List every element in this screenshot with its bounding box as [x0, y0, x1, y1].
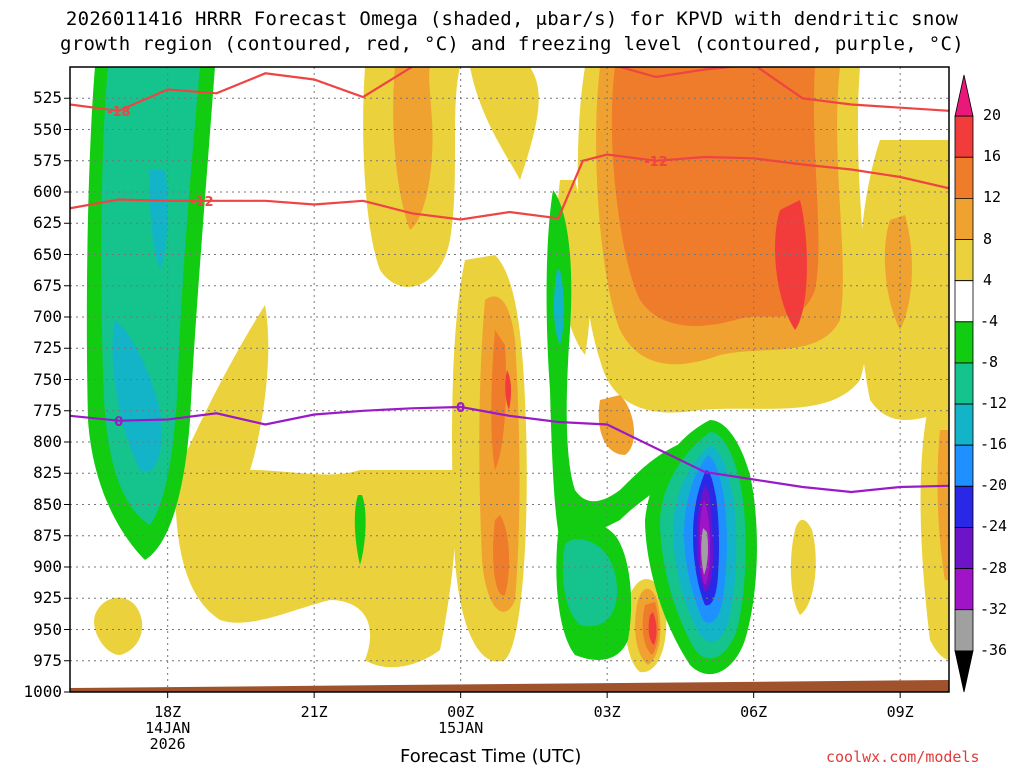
y-tick-label: 725 — [33, 338, 62, 358]
ascent-column-02z — [546, 190, 699, 660]
y-tick-label: 550 — [33, 119, 62, 139]
omega-shading — [86, 67, 949, 675]
y-tick-label: 925 — [33, 588, 62, 608]
colorbar-label: -36 — [980, 640, 1008, 659]
colorbar-label: 20 — [983, 106, 1002, 125]
y-tick-label: 750 — [33, 369, 62, 389]
y-tick-label: 825 — [33, 463, 62, 483]
x-tick-label: 00Z — [447, 703, 475, 721]
descent-region-east — [790, 140, 949, 660]
colorbar-bin — [954, 115, 974, 158]
freezing-level-contour — [70, 405, 949, 494]
ascent-cell-22z — [354, 495, 366, 565]
colorbar-label: 4 — [983, 270, 993, 289]
x-tick-label: 21Z — [300, 703, 328, 721]
descent-region-upper — [556, 67, 868, 455]
y-tick-label: 875 — [33, 525, 62, 545]
colorbar-bin — [954, 403, 974, 446]
colorbar-bin — [954, 485, 974, 528]
colorbar-label: -12 — [980, 394, 1008, 413]
y-tick-label: 950 — [33, 619, 62, 639]
dgz-contour — [70, 153, 949, 221]
contour-label: 0 — [456, 401, 465, 416]
x-tick-label: 09Z — [886, 703, 914, 721]
colorbar-label: -24 — [980, 517, 1008, 536]
plot-frame — [69, 66, 950, 693]
colorbar-label: 16 — [983, 147, 1002, 166]
colorbar-label: -20 — [980, 476, 1008, 495]
x-tick-label: 14JAN — [145, 719, 191, 737]
y-tick-label: 525 — [33, 88, 62, 108]
y-tick-label: 1000 — [23, 682, 62, 701]
y-tick-label: 600 — [33, 182, 62, 201]
colorbar-label: -16 — [980, 435, 1008, 454]
x-tick-label: 15JAN — [438, 719, 484, 737]
x-tick-label: 06Z — [740, 703, 768, 721]
colorbar-bin — [954, 280, 974, 323]
dgz-contour — [616, 67, 949, 112]
ascent-maximum-05z — [645, 420, 757, 675]
colorbar-bin — [954, 321, 974, 364]
colorbar-label: -28 — [980, 558, 1008, 577]
colorbar-bin — [954, 444, 974, 487]
contour-label: 0 — [114, 415, 123, 430]
colorbar-label: 8 — [983, 229, 993, 248]
y-tick-label: 625 — [33, 213, 62, 233]
contour-label: -12 — [190, 195, 214, 210]
x-tick-label: 2026 — [149, 735, 186, 753]
colorbar-label: 12 — [983, 188, 1002, 207]
y-tick-label: 575 — [33, 150, 62, 170]
contour-label: -18 — [107, 105, 131, 120]
colorbar-bin — [954, 362, 974, 405]
colorbar-bin — [954, 239, 974, 282]
colorbar-bin — [954, 650, 974, 693]
colorbar-label: -8 — [980, 352, 999, 371]
descent-region-23z — [363, 67, 539, 287]
colorbar-bin — [954, 156, 974, 199]
y-tick-label: 650 — [33, 244, 62, 264]
terrain-surface — [70, 680, 949, 692]
source-credit: coolwx.com/models — [826, 748, 980, 766]
descent-region-04z — [625, 578, 667, 673]
y-tick-label: 850 — [33, 494, 62, 514]
colorbar-bin — [954, 609, 974, 652]
y-tick-label: 775 — [33, 400, 62, 420]
x-tick-label: 03Z — [593, 703, 621, 721]
y-tick-label: 700 — [33, 307, 62, 326]
colorbar-bin — [954, 198, 974, 240]
chart-title-line1: 2026011416 HRRR Forecast Omega (shaded, … — [65, 8, 959, 30]
descent-region-01z — [452, 255, 527, 662]
chart-title-line2: growth region (contoured, red, °C) and f… — [60, 33, 964, 55]
colorbar-bin — [954, 568, 974, 611]
colorbar-label: -4 — [980, 311, 999, 330]
ascent-column-west — [86, 67, 215, 560]
contour-label: -12 — [644, 155, 668, 170]
y-tick-label: 675 — [33, 275, 62, 295]
colorbar-bin — [954, 527, 974, 569]
dgz-contour — [70, 67, 416, 112]
y-tick-label: 975 — [33, 650, 62, 670]
y-tick-label: 800 — [33, 432, 62, 451]
x-axis-title: Forecast Time (UTC) — [400, 746, 582, 767]
y-tick-label: 900 — [33, 557, 62, 576]
colorbar-bin — [954, 74, 974, 117]
x-tick-label: 18Z — [154, 703, 182, 721]
colorbar-label: -32 — [980, 599, 1008, 618]
descent-region-low-west — [94, 305, 457, 668]
